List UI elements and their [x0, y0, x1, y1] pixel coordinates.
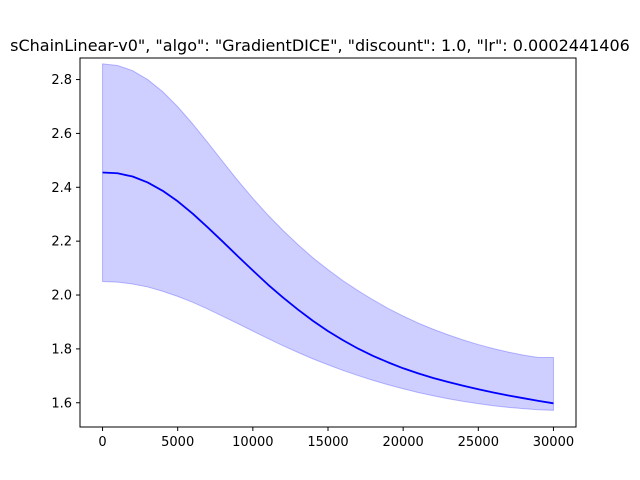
y-tick-label: 2.0 [51, 289, 72, 304]
y-tick-label: 2.6 [51, 127, 72, 142]
chart-title: sChainLinear-v0", "algo": "GradientDICE"… [10, 36, 630, 55]
x-tick-label: 20000 [382, 435, 423, 450]
x-tick-label: 10000 [232, 435, 273, 450]
plot-area [102, 63, 554, 411]
x-tick-label: 15000 [307, 435, 348, 450]
x-tick-label: 30000 [533, 435, 574, 450]
mean-line-0 [102, 171, 554, 405]
confidence-band-0 [102, 63, 554, 411]
x-axis: 0 5000 10000 15000 20000 25000 30000 [98, 427, 574, 450]
y-tick-label: 2.8 [51, 73, 72, 88]
x-tick-label: 0 [98, 435, 106, 450]
y-tick-label: 1.8 [51, 342, 72, 357]
y-tick-label: 2.4 [51, 181, 72, 196]
y-axis: 1.6 1.8 2.0 2.2 2.4 2.6 2.8 [51, 73, 80, 411]
y-tick-label: 2.2 [51, 235, 72, 250]
x-tick-label: 25000 [458, 435, 499, 450]
y-tick-label: 1.6 [51, 396, 72, 411]
x-tick-label: 5000 [161, 435, 194, 450]
